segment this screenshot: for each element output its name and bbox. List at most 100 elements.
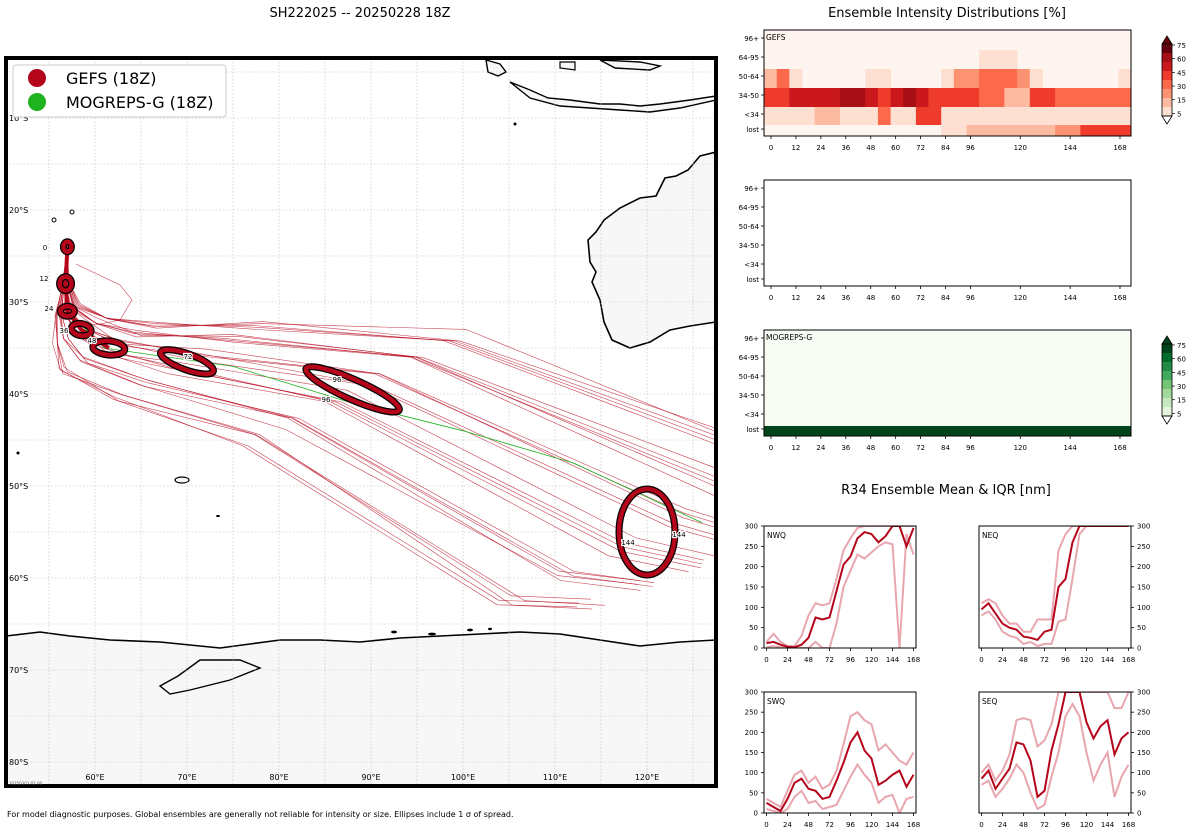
heatmap-cell [764,88,778,107]
tau-label: 72 [184,353,193,361]
intensity-title: Ensemble Intensity Distributions [%] [828,6,1066,21]
x-tick-label: 72 [825,656,834,664]
lat-label: 70°S [9,666,28,675]
iqr-lower-line [766,533,915,648]
heatmap-cell [1093,88,1107,107]
spread-ellipse [89,337,129,359]
heatmap-cell [928,107,942,125]
y-tick-label: 100 [745,769,758,777]
r34-quadrant-label: SWQ [767,697,785,706]
heatmap-cell [941,69,955,88]
heatmap-cell [953,69,967,88]
y-tick-label: 150 [1137,749,1150,757]
x-tick-label: 0 [769,294,773,302]
x-tick-label: 12 [791,294,800,302]
iqr-upper-line [766,710,915,809]
y-tick-label: 150 [745,584,758,592]
heatmap-cell [1042,125,1056,136]
heatmap-cell [1055,125,1069,136]
tau-label: 36 [60,327,69,335]
heatmap-cell [1004,88,1018,107]
y-tick-label: 50-64 [739,223,760,231]
iqr-lower-line [980,702,1130,811]
heatmap-cell [1105,125,1119,136]
y-tick-label: 200 [1137,729,1150,737]
heatmap-cell [979,88,993,107]
x-tick-label: 24 [998,821,1007,829]
heatmap-cell [802,88,816,107]
colorbar-tick-label: 60 [1177,356,1186,364]
heatmap-cell [966,88,980,107]
legend-gefs-label: GEFS (18Z) [66,69,156,88]
x-tick-label: 144 [1063,144,1077,152]
x-tick-label: 168 [907,821,920,829]
heatmap-cell [991,125,1005,136]
r34-series [765,526,915,648]
y-tick-label: 0 [754,645,758,653]
heatmap-cell [865,107,879,125]
x-tick-label: 24 [783,821,792,829]
y-tick-label: 34-50 [739,92,759,100]
heatmap-cell [941,107,955,125]
heatmap-cell [1017,88,1031,107]
ellipse-ring [61,239,74,255]
lat-label: 30°S [9,298,28,307]
mean-line [766,526,915,648]
x-tick-label: 168 [1113,144,1126,152]
heatmap-cell [877,107,891,125]
x-tick-label: 72 [1040,656,1049,664]
heatmap-cell [1055,107,1069,125]
lon-label: 120°E [635,773,659,782]
heatmap-cell [764,107,778,125]
lat-label: 20°S [9,206,28,215]
heatmap-cell [1080,125,1094,136]
x-tick-label: 96 [846,656,855,664]
heatmap-cell [776,69,790,88]
colorbar-segment [1162,344,1172,354]
heatmap-cell [814,107,828,125]
lat-label: 80°S [9,758,28,767]
colorbar-frame [1161,43,1173,117]
heatmap-cell [1004,107,1018,125]
lon-label: 100°E [451,773,475,782]
y-tick-label: 50 [1137,624,1146,632]
heatmap-cell [776,107,790,125]
heatmap-cell [991,69,1005,88]
x-tick-label: 96 [966,444,975,452]
map-frame [4,56,718,788]
heatmap-cell [966,69,980,88]
x-tick-label: 168 [1122,821,1135,829]
intensity-panel: GEFS 96+ 64-95 50-64 34-50 <34 lost 0 12 24 36 48 60… [739,29,1132,152]
y-tick-label: 300 [745,689,758,697]
x-tick-label: 0 [764,821,768,829]
iqr-lower-line [766,762,914,813]
x-tick-label: 24 [816,294,825,302]
x-tick-label: 144 [1101,821,1115,829]
heatmap-cell [991,107,1005,125]
y-tick-label: <34 [744,111,759,119]
y-tick-label: 200 [745,563,758,571]
colorbar-tick-label: 15 [1177,97,1186,105]
ensemble-member-track [59,246,641,591]
spread-ellipse [615,485,679,579]
x-tick-label: 72 [916,444,925,452]
x-tick-label: 144 [886,821,900,829]
y-tick-label: 150 [745,749,758,757]
heatmap-cell [1067,107,1081,125]
iqr-lower-line [980,526,1129,648]
colorbar-max-arrow [1161,335,1173,345]
heatmap-cell [953,125,967,136]
y-tick-label: 64-95 [739,204,759,212]
ellipse-ring [57,274,74,293]
x-tick-label: 48 [866,444,875,452]
heatmap-cell [1118,88,1132,107]
x-tick-label: 48 [866,294,875,302]
gefs-colorbar: 75 60 45 30 15 5 [1161,35,1186,125]
heatmap-cell [1004,125,1018,136]
heatmap-cell [1105,88,1119,107]
r34-title: R34 Ensemble Mean & IQR [nm] [841,483,1051,498]
y-tick-label: 250 [1137,543,1150,551]
y-tick-label: 0 [1137,645,1141,653]
y-tick-label: <34 [744,411,759,419]
